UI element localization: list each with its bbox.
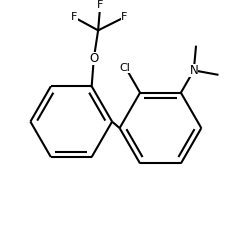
Text: F: F — [97, 0, 103, 10]
Text: F: F — [71, 12, 78, 22]
Text: Cl: Cl — [120, 63, 130, 73]
Text: N: N — [190, 64, 198, 77]
Text: O: O — [89, 52, 99, 65]
Text: F: F — [121, 12, 127, 22]
